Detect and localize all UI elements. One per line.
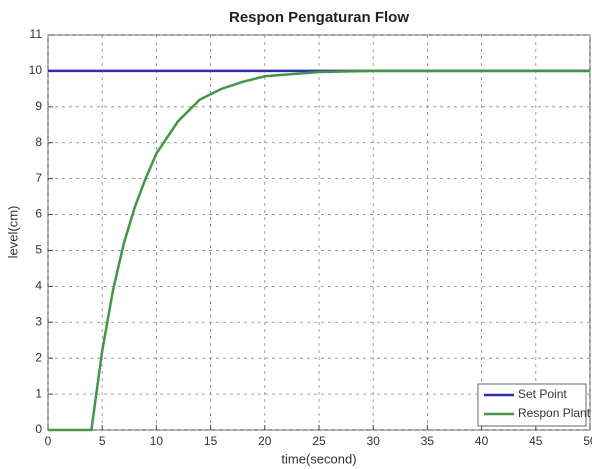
y-tick-label: 2 [35,350,42,364]
x-tick-label: 40 [475,434,489,448]
y-tick-label: 0 [35,422,42,436]
y-tick-label: 4 [35,279,42,293]
x-tick-label: 30 [367,434,381,448]
x-tick-label: 20 [258,434,272,448]
x-tick-label: 15 [204,434,218,448]
y-tick-label: 1 [35,386,42,400]
chart-title: Respon Pengaturan Flow [229,9,409,26]
x-tick-label: 25 [312,434,326,448]
x-tick-label: 10 [150,434,164,448]
series-line [48,69,590,432]
y-tick-label: 11 [30,27,43,41]
y-tick-label: 6 [35,207,42,221]
y-tick-label: 3 [35,314,42,328]
x-tick-label: 35 [421,434,435,448]
x-tick-label: 45 [529,434,543,448]
y-tick-label: 5 [35,243,42,257]
legend-label: Respon Plant [518,406,591,420]
legend-box [477,383,587,427]
x-axis-label: time(second) [281,451,356,466]
y-tick-label: 7 [35,171,42,185]
y-axis-label: level(cm) [5,206,20,259]
x-tick-label: 0 [45,434,52,448]
legend-label: Set Point [518,387,567,401]
x-tick-label: 50 [583,434,592,448]
y-tick-label: 9 [35,99,42,113]
x-tick-label: 5 [99,434,106,448]
y-tick-label: 10 [29,63,43,77]
y-tick-label: 8 [35,135,42,149]
